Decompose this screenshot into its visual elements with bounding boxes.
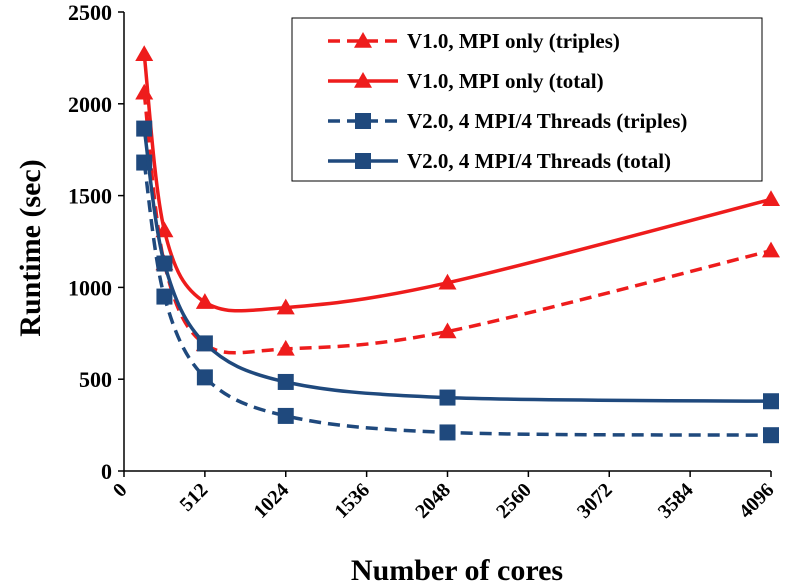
data-point-marker — [439, 389, 456, 406]
y-axis-label: Runtime (sec) — [14, 159, 47, 336]
legend-marker — [354, 32, 372, 48]
y-tick-label: 2000 — [68, 92, 112, 117]
x-tick-label: 1024 — [249, 479, 293, 523]
x-axis-label: Number of cores — [351, 554, 563, 587]
y-ticks: 0 500 1000 1500 2000 2500 — [68, 0, 124, 484]
legend-marker — [355, 153, 371, 169]
data-point-marker — [277, 407, 294, 424]
legend-label: V2.0, 4 MPI/4 Threads (triples) — [407, 109, 687, 133]
data-point-marker — [763, 427, 779, 444]
x-ticks: 0 512 1024 1536 2048 2560 3072 3584 4096 — [109, 471, 779, 523]
y-tick-label: 1500 — [68, 184, 112, 209]
y-tick-label: 2500 — [68, 0, 112, 25]
data-point-marker — [156, 288, 173, 305]
y-tick-label: 1000 — [68, 275, 112, 300]
x-tick-label: 4096 — [735, 479, 779, 523]
data-point-marker — [135, 83, 154, 100]
data-point-marker — [196, 369, 213, 386]
series-3 — [136, 154, 779, 444]
data-point-marker — [277, 373, 294, 390]
legend-label: V2.0, 4 MPI/4 Threads (total) — [407, 149, 671, 173]
data-point-marker — [156, 255, 173, 272]
x-tick-label: 0 — [109, 479, 132, 502]
data-point-marker — [438, 273, 457, 290]
legend-marker — [354, 72, 372, 88]
x-tick-label: 512 — [176, 479, 213, 516]
x-tick-label: 3584 — [654, 479, 698, 523]
legend-label: V1.0, MPI only (triples) — [407, 29, 620, 53]
x-tick-label: 2560 — [492, 479, 536, 523]
data-point-marker — [438, 322, 457, 339]
legend-entry: V1.0, MPI only (triples) — [328, 29, 620, 53]
series-4 — [136, 120, 779, 410]
legend-label: V1.0, MPI only (total) — [407, 69, 604, 93]
legend-marker — [355, 113, 371, 129]
y-tick-label: 500 — [79, 367, 112, 392]
series-2 — [135, 45, 780, 315]
legend: V1.0, MPI only (triples) V1.0, MPI only (… — [291, 17, 763, 182]
data-point-marker — [762, 241, 780, 258]
data-point-marker — [276, 298, 295, 315]
x-tick-label: 3072 — [573, 479, 617, 523]
x-tick-label: 2048 — [411, 479, 455, 523]
legend-entry: V2.0, 4 MPI/4 Threads (total) — [328, 149, 671, 173]
data-point-marker — [763, 393, 779, 410]
data-point-marker — [439, 424, 456, 441]
legend-entry: V1.0, MPI only (total) — [328, 69, 604, 93]
data-point-marker — [762, 190, 780, 207]
data-point-marker — [136, 120, 153, 137]
series-line — [142, 53, 772, 313]
y-tick-label: 0 — [101, 459, 112, 484]
data-point-marker — [195, 293, 214, 309]
data-point-marker — [155, 221, 174, 238]
data-point-marker — [276, 339, 295, 356]
x-tick-label: 1536 — [330, 479, 374, 523]
series-layer — [135, 45, 780, 444]
data-point-marker — [196, 335, 213, 352]
data-point-marker — [135, 45, 154, 61]
series-line — [142, 162, 772, 437]
legend-entry: V2.0, 4 MPI/4 Threads (triples) — [328, 109, 687, 133]
